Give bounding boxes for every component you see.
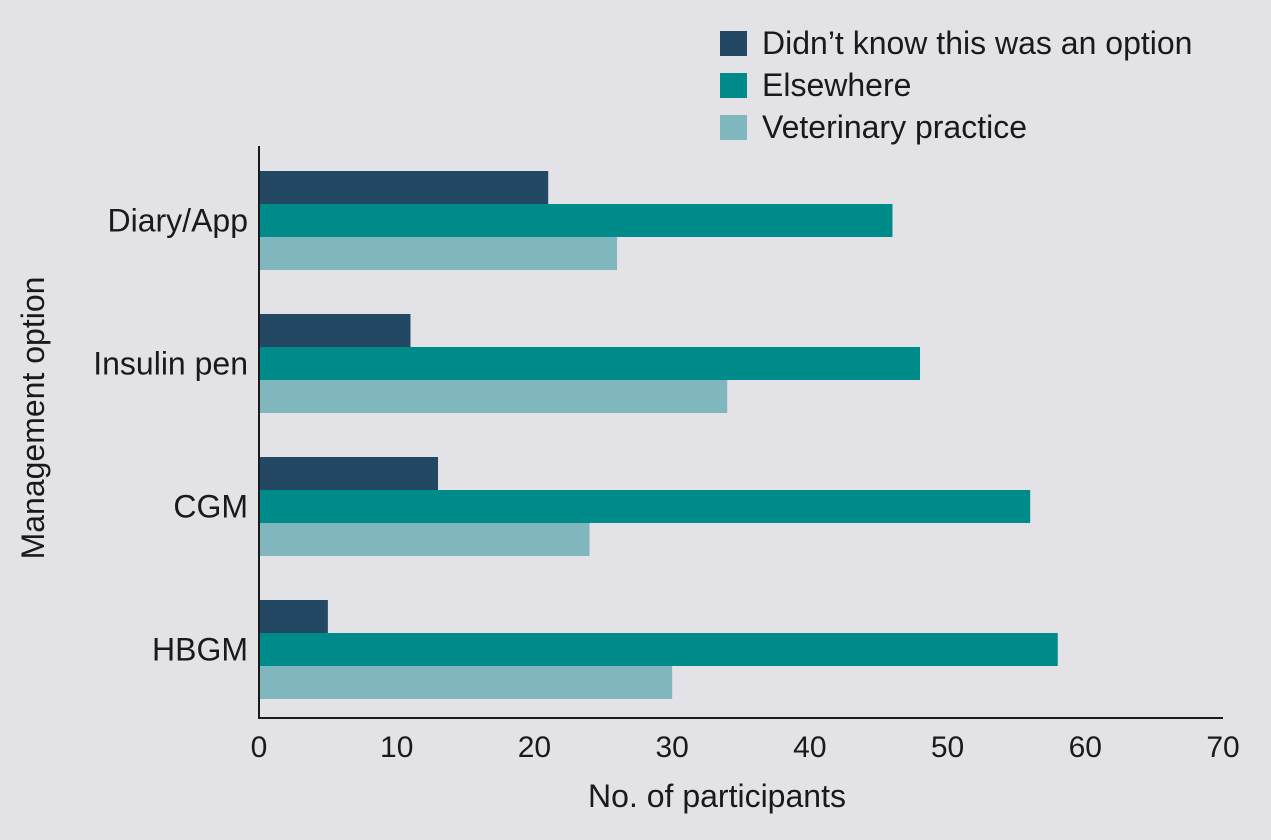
bar-hbgm-series-1	[259, 600, 328, 633]
bar-hbgm-series-2	[259, 633, 1058, 666]
x-tick-label: 10	[380, 731, 413, 764]
x-tick-label: 30	[655, 731, 688, 764]
x-tick-label: 70	[1206, 731, 1239, 764]
legend-swatch	[720, 73, 747, 98]
bar-cgm-series-2	[259, 490, 1031, 523]
x-tick-label: 60	[1069, 731, 1102, 764]
bar-diary-app-series-1	[259, 171, 549, 204]
category-label: Diary/App	[108, 203, 249, 239]
bar-insulin-pen-series-3	[259, 380, 728, 413]
axes	[258, 146, 1223, 719]
legend-label: Elsewhere	[762, 67, 911, 103]
legend-swatch	[720, 31, 747, 56]
legend: Didn’t know this was an option Elsewhere V…	[720, 25, 1192, 145]
bar-insulin-pen-series-2	[259, 347, 921, 380]
bar-insulin-pen-series-1	[259, 314, 411, 347]
bar-diary-app-series-3	[259, 237, 618, 270]
x-axis-title: No. of participants	[588, 778, 846, 814]
bar-cgm-series-3	[259, 523, 590, 556]
legend-swatch	[720, 115, 747, 140]
category-labels: Diary/App Insulin pen CGM HBGM	[93, 203, 248, 668]
category-label: CGM	[173, 489, 248, 525]
x-tick-labels: 0 10 20 30 40 50 60 70	[251, 731, 1240, 764]
x-tick-label: 40	[793, 731, 826, 764]
legend-label: Veterinary practice	[762, 109, 1027, 145]
category-label: Insulin pen	[93, 346, 248, 382]
bars	[259, 171, 1058, 699]
category-label: HBGM	[152, 632, 248, 668]
x-tick-label: 0	[251, 731, 268, 764]
bar-cgm-series-1	[259, 457, 439, 490]
x-tick-label: 20	[518, 731, 551, 764]
bar-diary-app-series-2	[259, 204, 893, 237]
legend-label: Didn’t know this was an option	[762, 25, 1192, 61]
bar-hbgm-series-3	[259, 666, 673, 699]
x-tick-label: 50	[931, 731, 964, 764]
y-axis-title: Management option	[15, 277, 51, 560]
